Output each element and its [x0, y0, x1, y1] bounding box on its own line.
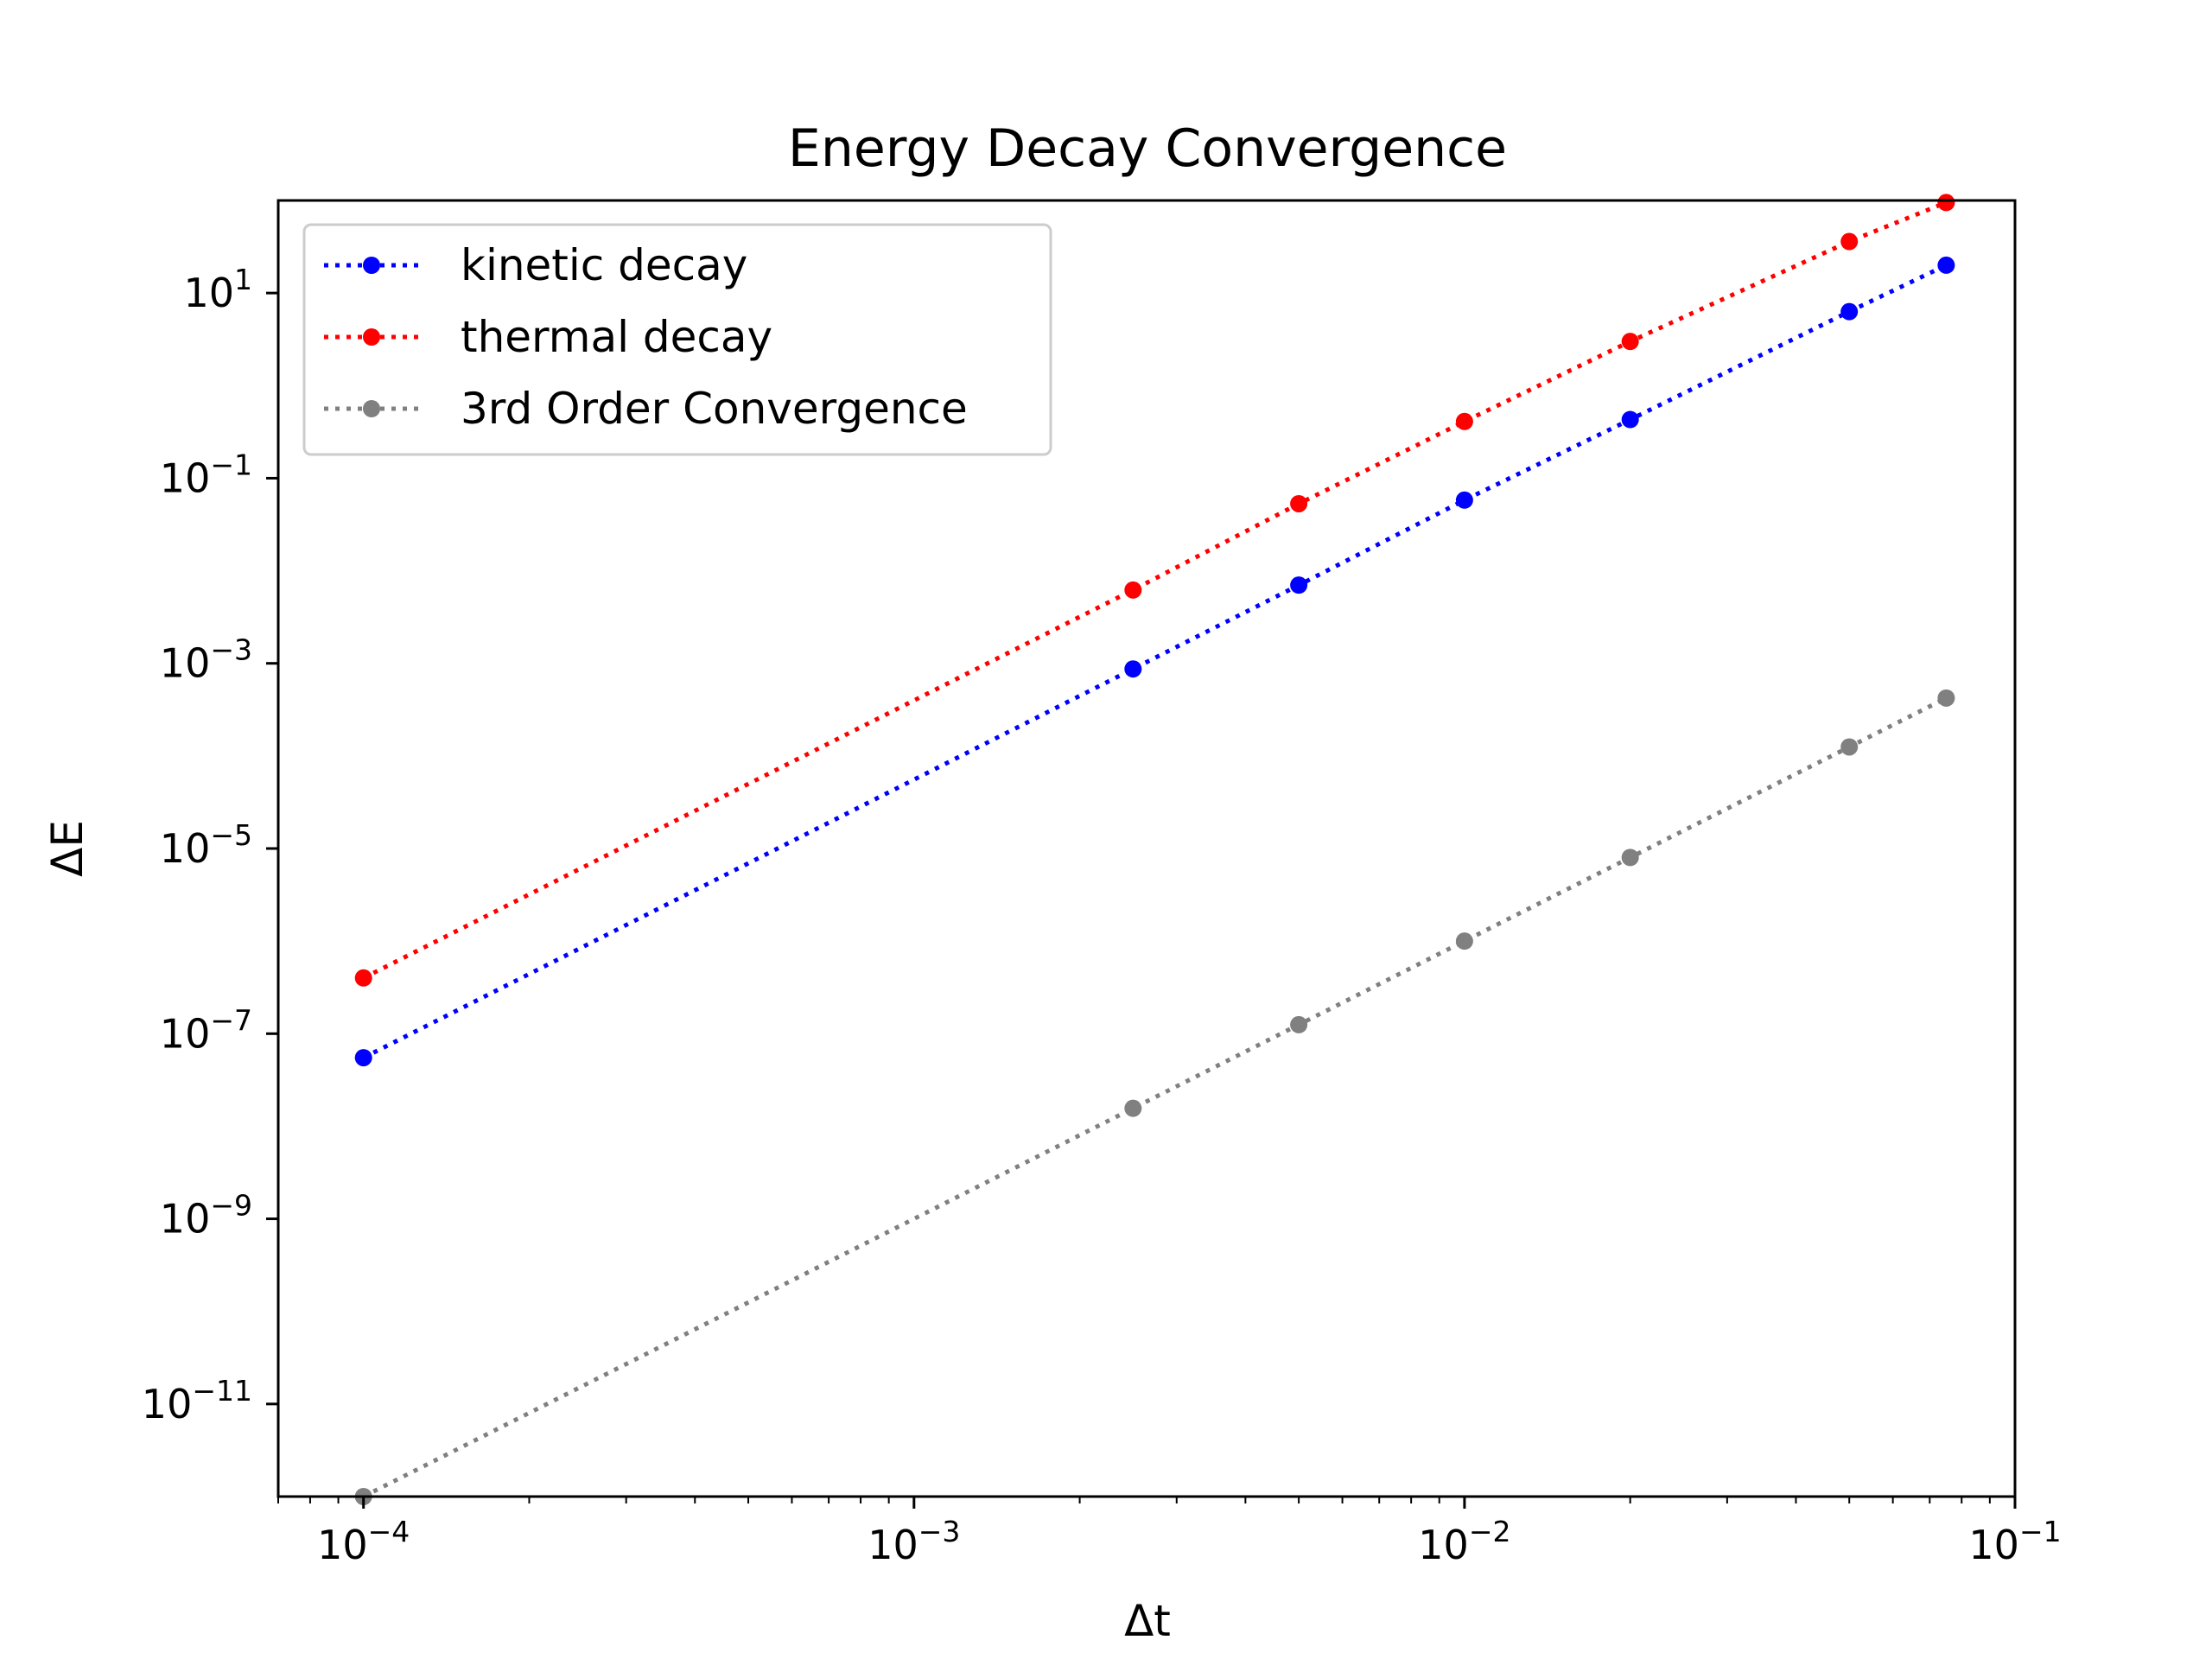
y-tick-label: 10−7 — [160, 1003, 252, 1057]
data-point — [1290, 576, 1308, 594]
legend-label: kinetic decay — [461, 240, 747, 290]
data-point — [1455, 491, 1473, 509]
tick-label-exponent: 1 — [234, 263, 252, 296]
tick-label-base: 10 — [160, 825, 211, 872]
tick-label-base: 10 — [1418, 1522, 1469, 1568]
y-tick-label: 10−11 — [142, 1374, 252, 1427]
data-point — [354, 1049, 372, 1067]
data-point — [1290, 1015, 1308, 1033]
data-point — [1840, 738, 1859, 756]
tick-label-base: 10 — [160, 640, 211, 687]
series-layer — [354, 194, 1955, 1505]
legend: kinetic decay thermal decay 3rd Order Conv… — [302, 223, 1052, 456]
data-point — [1124, 660, 1142, 678]
y-tick-label: 10−1 — [160, 448, 252, 501]
data-point — [1124, 581, 1142, 599]
tick-label-exponent: −5 — [210, 818, 252, 852]
data-point — [1621, 410, 1639, 429]
tick-label-exponent: −4 — [368, 1515, 410, 1548]
tick-label-base: 10 — [160, 1010, 211, 1057]
data-point — [1937, 194, 1955, 212]
data-point — [1937, 256, 1955, 274]
y-tick-label: 10−3 — [160, 633, 252, 687]
tick-label-base: 10 — [868, 1522, 918, 1568]
tick-label-exponent: −1 — [210, 448, 252, 481]
data-point — [1455, 412, 1473, 430]
data-point — [1840, 232, 1859, 251]
data-point — [1124, 1099, 1142, 1117]
tick-label-exponent: −2 — [1469, 1515, 1511, 1548]
x-tick-label: 10−2 — [1418, 1515, 1510, 1568]
tick-label-exponent: −11 — [192, 1374, 252, 1408]
tick-label-exponent: −9 — [210, 1189, 252, 1223]
tick-label-exponent: −7 — [210, 1003, 252, 1037]
tick-label-base: 10 — [160, 454, 211, 501]
data-point — [1455, 932, 1473, 950]
series-line — [362, 696, 1948, 1499]
data-point — [1621, 849, 1639, 867]
y-tick-label: 10−5 — [160, 818, 252, 872]
legend-marker — [363, 328, 380, 346]
tick-label-exponent: −3 — [918, 1515, 961, 1548]
tick-label-exponent: −3 — [210, 633, 252, 667]
x-axis-label: Δt — [1124, 1596, 1171, 1646]
legend-frame — [302, 223, 1052, 456]
tick-label-base: 10 — [183, 270, 234, 316]
x-tick-label: 10−1 — [1968, 1515, 2061, 1568]
data-point — [354, 969, 372, 987]
tick-label-base: 10 — [142, 1381, 193, 1427]
tick-label-base: 10 — [1968, 1522, 2019, 1568]
data-point — [1840, 302, 1859, 321]
tick-label-base: 10 — [317, 1522, 368, 1568]
y-tick-label: 101 — [183, 263, 252, 316]
data-point — [1290, 494, 1308, 512]
tick-label-base: 10 — [160, 1196, 211, 1243]
legend-marker — [363, 400, 380, 417]
legend-marker — [363, 257, 380, 274]
data-point — [1621, 333, 1639, 351]
x-axis-ticks: 10−4 10−3 10−2 10−1 — [277, 1497, 2062, 1568]
x-tick-label: 10−3 — [868, 1515, 960, 1568]
data-point — [1937, 689, 1955, 707]
chart-title: Energy Decay Convergence — [788, 118, 1507, 179]
tick-label-exponent: −1 — [2019, 1515, 2062, 1548]
legend-label: 3rd Order Convergence — [461, 384, 968, 434]
y-tick-label: 10−9 — [160, 1189, 252, 1243]
legend-label: thermal decay — [461, 312, 772, 362]
x-tick-label: 10−4 — [317, 1515, 410, 1568]
y-axis-label: ΔE — [42, 820, 92, 877]
legend-entries: kinetic decay thermal decay 3rd Order Conv… — [324, 240, 968, 434]
